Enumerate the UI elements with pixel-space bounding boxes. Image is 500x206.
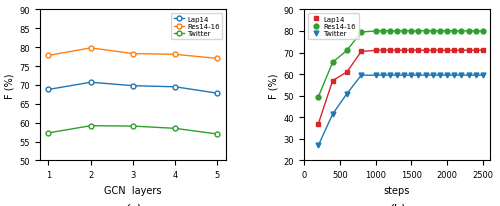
X-axis label: GCN  layers: GCN layers [104, 185, 162, 195]
Y-axis label: F (%): F (%) [4, 73, 14, 98]
Twitter [344, 93, 350, 95]
Res14-16 [172, 54, 178, 56]
Line: Lap14: Lap14 [46, 80, 220, 96]
Legend: Lap14, Res14-16, Twitter: Lap14, Res14-16, Twitter [308, 14, 359, 40]
Res14-16 [330, 62, 336, 64]
Y-axis label: F (%): F (%) [268, 73, 278, 98]
Lap14 [214, 92, 220, 95]
Twitter [358, 75, 364, 77]
Res14-16 [46, 55, 52, 57]
Lap14 [316, 123, 322, 125]
Lap14 [344, 71, 350, 74]
X-axis label: steps: steps [384, 185, 410, 195]
Res14-16 [130, 53, 136, 56]
Twitter [130, 125, 136, 128]
Twitter [46, 132, 52, 135]
Line: Lap14: Lap14 [316, 50, 364, 126]
Text: (b): (b) [388, 203, 406, 206]
Twitter [172, 128, 178, 130]
Line: Twitter: Twitter [46, 124, 220, 137]
Line: Twitter: Twitter [316, 73, 364, 148]
Legend: Lap14, Res14-16, Twitter: Lap14, Res14-16, Twitter [171, 14, 222, 40]
Line: Res14-16: Res14-16 [46, 46, 220, 62]
Line: Res14-16: Res14-16 [316, 30, 364, 100]
Text: (a): (a) [124, 203, 142, 206]
Twitter [316, 144, 322, 147]
Lap14 [46, 89, 52, 91]
Lap14 [172, 86, 178, 89]
Res14-16 [316, 96, 322, 98]
Twitter [88, 125, 94, 127]
Lap14 [358, 51, 364, 53]
Res14-16 [344, 50, 350, 52]
Twitter [330, 113, 336, 116]
Lap14 [330, 80, 336, 82]
Lap14 [130, 85, 136, 88]
Res14-16 [214, 58, 220, 60]
Res14-16 [358, 32, 364, 34]
Res14-16 [88, 47, 94, 50]
Twitter [214, 133, 220, 136]
Lap14 [88, 82, 94, 84]
